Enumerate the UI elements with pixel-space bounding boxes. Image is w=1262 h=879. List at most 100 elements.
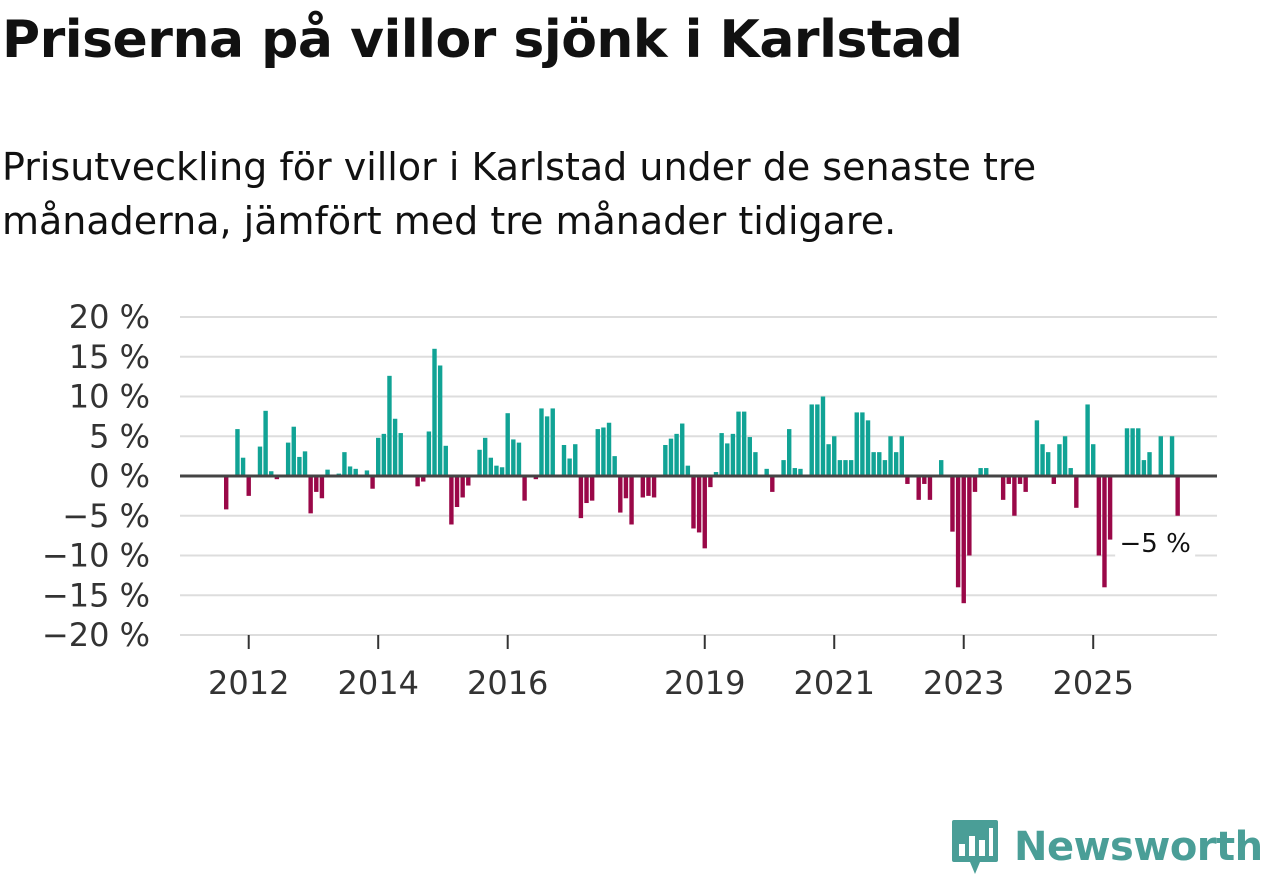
bar [595, 429, 600, 476]
bar [522, 476, 527, 501]
bar [640, 476, 646, 498]
bar [274, 476, 280, 480]
x-tick-label: 2012 [208, 664, 289, 702]
bar [224, 476, 229, 510]
chart-subtitle: Prisutveckling för villor i Karlstad und… [2, 145, 1037, 243]
bar [443, 445, 448, 476]
bar [1045, 452, 1051, 476]
bar [955, 476, 961, 588]
annotation-label: −5 % [1120, 529, 1191, 559]
bar [325, 469, 330, 476]
bar [871, 452, 876, 476]
bar [708, 476, 713, 488]
bar [877, 452, 882, 476]
bar [1141, 460, 1147, 476]
bar [741, 411, 747, 476]
bar [685, 465, 691, 476]
bar [1096, 476, 1102, 556]
bar [781, 460, 786, 476]
bar [263, 410, 268, 476]
bar [342, 452, 347, 476]
y-tick-label: 15 % [69, 338, 150, 376]
bar [668, 438, 674, 476]
bar [488, 457, 494, 476]
x-tick-label: 2019 [664, 664, 745, 702]
bar [477, 449, 482, 476]
bar [567, 458, 572, 476]
bar [1040, 444, 1045, 476]
brand-logo: Newsworthy [950, 818, 1262, 876]
bar [696, 476, 702, 533]
bar [319, 476, 325, 499]
bar [516, 442, 522, 476]
bar [927, 476, 933, 500]
y-tick-label: 5 % [89, 417, 150, 455]
bar [246, 476, 251, 496]
bar [544, 416, 550, 476]
bar [1062, 436, 1068, 476]
chart-title: Priserna på villor sjönk i Karlstad [2, 10, 963, 70]
bar [364, 470, 370, 476]
y-tick-label: −20 % [42, 616, 150, 654]
bar [1130, 428, 1135, 476]
bar [437, 365, 443, 476]
bar [747, 437, 752, 476]
bar [972, 476, 978, 492]
bar [939, 460, 944, 476]
bar [353, 468, 358, 476]
bar [269, 471, 274, 476]
y-axis-ticks: 20 %15 %10 %5 %0 %−5 %−10 %−15 %−20 % [42, 298, 150, 654]
y-tick-label: −5 % [62, 497, 150, 535]
bar [1091, 444, 1096, 476]
bar [584, 476, 589, 504]
bar [792, 468, 798, 476]
bar [1074, 476, 1079, 508]
bar [888, 436, 893, 476]
annotations: −5 % [1115, 527, 1196, 560]
bar [376, 437, 381, 476]
x-tick-label: 2021 [794, 664, 875, 702]
bar [550, 408, 555, 476]
bar [573, 444, 578, 476]
brand-name: Newsworthy [1014, 824, 1262, 870]
x-tick-label: 2014 [337, 664, 418, 702]
bar [798, 468, 803, 476]
bar [770, 476, 775, 492]
bar [1136, 428, 1141, 476]
bar [381, 433, 387, 476]
bar [651, 476, 657, 498]
bar [961, 476, 966, 604]
bar [1158, 436, 1163, 476]
bar [629, 476, 634, 525]
bar [561, 444, 567, 476]
bar [832, 436, 837, 476]
bar [1068, 468, 1073, 476]
bar [618, 476, 623, 513]
bar [449, 476, 454, 525]
bar [1169, 436, 1175, 476]
bar [589, 476, 595, 501]
bar [848, 460, 854, 476]
bar [302, 451, 308, 476]
newsworthy-logo-icon [952, 820, 998, 874]
bar [398, 433, 403, 476]
bar [893, 452, 899, 476]
y-tick-label: 0 % [89, 457, 150, 495]
bar [753, 452, 758, 476]
bar [578, 476, 584, 519]
bar [1175, 476, 1180, 516]
bar [730, 433, 736, 476]
bar [308, 476, 313, 514]
bar [1034, 420, 1040, 476]
y-tick-label: −10 % [42, 537, 150, 575]
bar [1017, 476, 1023, 484]
bar [865, 420, 871, 476]
bar [691, 476, 696, 529]
bar [1102, 476, 1107, 588]
bar [415, 476, 420, 487]
bar [314, 476, 319, 492]
bar [680, 423, 685, 476]
bar [466, 476, 471, 486]
bar [984, 468, 989, 476]
bar [387, 375, 392, 476]
